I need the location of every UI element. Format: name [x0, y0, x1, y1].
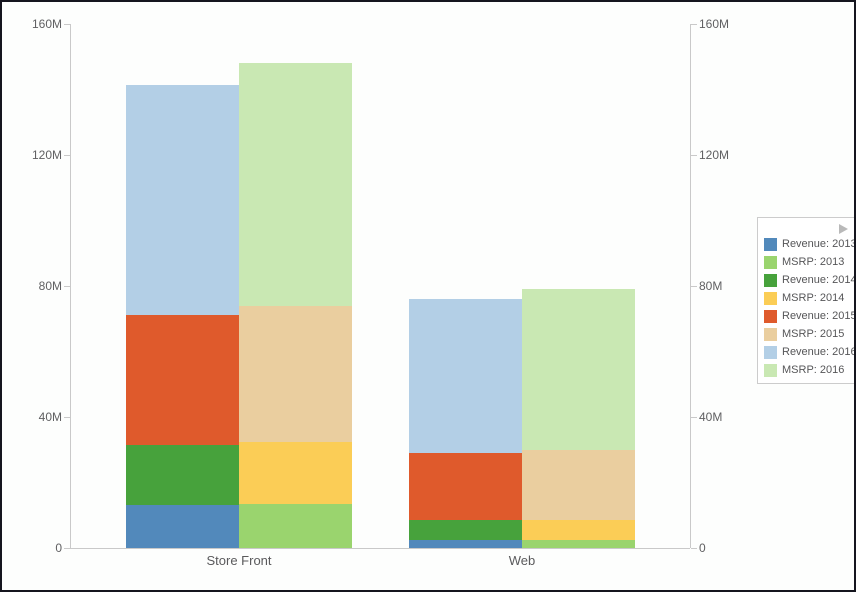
bar-segment-revenue-2015-web[interactable] [409, 453, 522, 521]
legend-swatch-revenue-2013 [764, 237, 777, 251]
legend-swatch-msrp-2016 [764, 363, 777, 377]
bar-segment-revenue-2013-store-front[interactable] [126, 505, 239, 548]
y-tick-left [64, 548, 70, 549]
legend: Revenue: 2013 MSRP: 2013 Revenue: 2014 MSRP… [757, 217, 856, 384]
legend-swatch-msrp-2013 [764, 255, 777, 269]
bar-segment-msrp-2016-web[interactable] [522, 289, 635, 450]
bar-segment-msrp-2013-store-front[interactable] [239, 503, 352, 548]
bar-segment-msrp-2015-web[interactable] [522, 449, 635, 521]
y-tick-right [691, 548, 697, 549]
legend-label: Revenue: 2013 [782, 238, 856, 250]
y-tick-right [691, 24, 697, 25]
x-axis-line [70, 548, 690, 549]
legend-item-revenue-2016[interactable]: Revenue: 2016 [758, 343, 856, 361]
x-category-label-store-front: Store Front [206, 553, 272, 568]
y-tick-left [64, 155, 70, 156]
bar-segment-revenue-2015-store-front[interactable] [126, 315, 239, 445]
y-tick-label-right: 80M [699, 279, 723, 293]
legend-swatch-revenue-2014 [764, 273, 777, 287]
y-tick-left [64, 417, 70, 418]
y-tick-label-left: 120M [31, 148, 62, 162]
legend-swatch-revenue-2016 [764, 345, 777, 359]
bar-segment-msrp-2016-store-front[interactable] [239, 63, 352, 306]
legend-label: Revenue: 2015 [782, 310, 856, 322]
y-tick-label-left: 160M [31, 17, 62, 31]
y-tick-label-right: 160M [699, 17, 730, 31]
y-tick-right [691, 155, 697, 156]
bar-segment-revenue-2014-web[interactable] [409, 520, 522, 540]
y-tick-right [691, 286, 697, 287]
y-axis-line-left [70, 24, 71, 548]
legend-label: MSRP: 2014 [782, 292, 845, 304]
legend-item-revenue-2013[interactable]: Revenue: 2013 [758, 235, 856, 253]
y-tick-label-right: 120M [699, 148, 730, 162]
bar-segment-msrp-2013-web[interactable] [522, 539, 635, 548]
y-tick-right [691, 417, 697, 418]
legend-label: Revenue: 2014 [782, 274, 856, 286]
legend-collapse-icon[interactable] [839, 224, 848, 234]
legend-item-msrp-2013[interactable]: MSRP: 2013 [758, 253, 854, 271]
bar-segment-revenue-2016-web[interactable] [409, 299, 522, 454]
legend-item-msrp-2016[interactable]: MSRP: 2016 [758, 361, 854, 379]
y-tick-label-left: 80M [38, 279, 62, 293]
y-tick-label-left: 40M [38, 410, 62, 424]
legend-label: Revenue: 2016 [782, 346, 856, 358]
y-tick-label-right: 40M [699, 410, 723, 424]
legend-swatch-revenue-2015 [764, 309, 777, 323]
legend-item-revenue-2015[interactable]: Revenue: 2015 [758, 307, 856, 325]
y-tick-label-right: 0 [699, 541, 706, 555]
legend-label: MSRP: 2015 [782, 328, 845, 340]
legend-item-revenue-2014[interactable]: Revenue: 2014 [758, 271, 856, 289]
legend-item-msrp-2015[interactable]: MSRP: 2015 [758, 325, 854, 343]
y-tick-label-left: 0 [55, 541, 62, 555]
legend-label: MSRP: 2013 [782, 256, 845, 268]
y-axis-line-right [690, 24, 691, 548]
bar-segment-msrp-2014-web[interactable] [522, 520, 635, 540]
legend-items: Revenue: 2013 MSRP: 2013 Revenue: 2014 MSRP… [758, 235, 856, 379]
bar-segment-msrp-2014-store-front[interactable] [239, 441, 352, 504]
x-category-label-web: Web [508, 553, 536, 568]
bar-segment-revenue-2013-web[interactable] [409, 539, 522, 548]
bar-segment-msrp-2015-store-front[interactable] [239, 305, 352, 442]
legend-swatch-msrp-2014 [764, 291, 777, 305]
y-tick-left [64, 24, 70, 25]
bar-segment-revenue-2016-store-front[interactable] [126, 84, 239, 316]
bar-segment-revenue-2014-store-front[interactable] [126, 444, 239, 506]
y-tick-left [64, 286, 70, 287]
legend-label: MSRP: 2016 [782, 364, 845, 376]
legend-item-msrp-2014[interactable]: MSRP: 2014 [758, 289, 854, 307]
legend-swatch-msrp-2015 [764, 327, 777, 341]
